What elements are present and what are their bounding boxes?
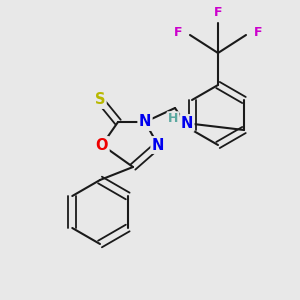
Text: H: H [168,112,178,125]
Text: O: O [96,137,108,152]
Text: F: F [214,7,222,20]
Text: N: N [152,137,164,152]
Text: F: F [254,26,262,40]
Text: N: N [181,116,193,130]
Text: N: N [139,115,151,130]
Text: S: S [95,92,105,107]
Text: F: F [174,26,182,40]
